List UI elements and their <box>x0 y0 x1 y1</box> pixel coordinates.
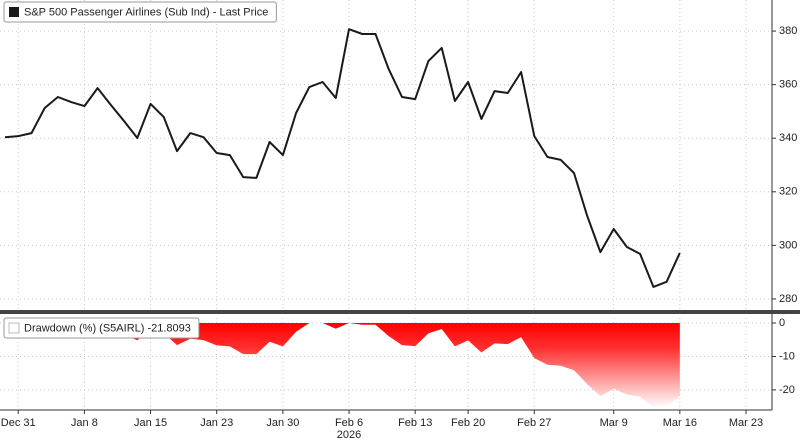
legend-label: S&P 500 Passenger Airlines (Sub Ind) - L… <box>24 6 268 18</box>
x-tick-label: Jan 23 <box>200 417 233 429</box>
legend-box <box>3 1 277 23</box>
x-tick-label: Mar 16 <box>663 417 697 429</box>
x-tick-label: Feb 27 <box>517 417 551 429</box>
y-tick-label: 380 <box>779 25 797 37</box>
y-tick-label: -10 <box>779 350 795 362</box>
legend-swatch <box>9 7 19 17</box>
x-tick-label: Feb 13 <box>398 417 432 429</box>
price-line <box>4 28 681 288</box>
x-tick-label: Jan 30 <box>266 417 299 429</box>
y-tick-label: 340 <box>779 132 797 144</box>
legend-label: Drawdown (%) (S5AIRL) -21.8093 <box>24 322 191 334</box>
y-tick-label: 320 <box>779 186 797 198</box>
x-tick-label: Jan 15 <box>134 417 167 429</box>
x-tick-label: Feb 6 <box>335 417 363 429</box>
x-tick-label: Feb 20 <box>451 417 485 429</box>
x-tick-label: Jan 8 <box>71 417 98 429</box>
x-axis-label: 2026 <box>337 429 361 440</box>
legend: S&P 500 Passenger Airlines (Sub Ind) - L… <box>3 1 277 23</box>
panel-separator <box>0 310 800 314</box>
y-tick-label: 280 <box>779 293 797 305</box>
x-tick-label: Dec 31 <box>1 417 36 429</box>
y-tick-label: 0 <box>779 317 785 329</box>
x-tick-label: Mar 9 <box>600 417 628 429</box>
drawdown-area <box>5 323 680 408</box>
legend: Drawdown (%) (S5AIRL) -21.8093 <box>3 317 200 339</box>
legend-box <box>3 317 200 339</box>
x-tick-label: Mar 23 <box>729 417 763 429</box>
y-tick-label: 300 <box>779 239 797 251</box>
y-tick-label: -20 <box>779 384 795 396</box>
y-tick-label: 360 <box>779 79 797 91</box>
legend-swatch <box>8 322 20 334</box>
